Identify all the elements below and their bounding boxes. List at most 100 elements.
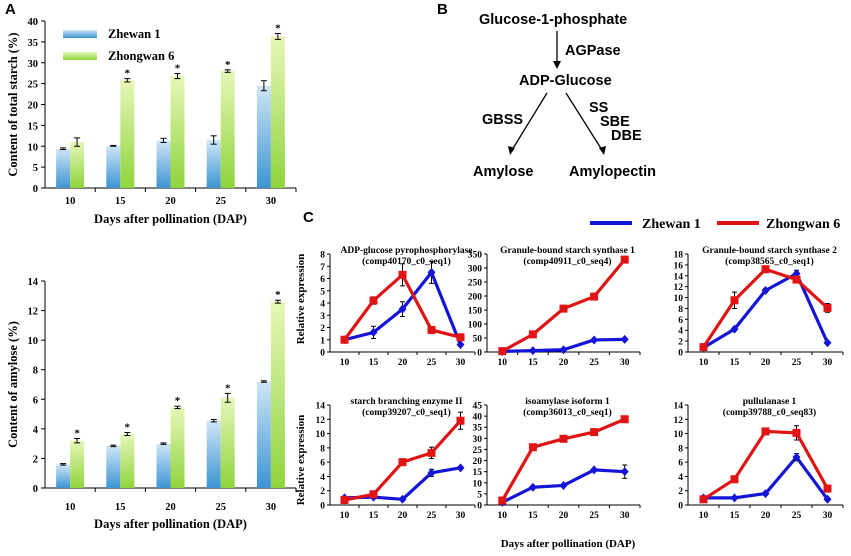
- amylose-y-tick-label: 10: [28, 336, 39, 347]
- amylose-x-tick-label: 15: [115, 502, 126, 513]
- agpase-y-tick-label: 4: [320, 300, 325, 310]
- sbe2-point-zhewan: [398, 494, 407, 504]
- gbss2-point-zhongwan: [823, 303, 832, 312]
- gbss1-title: Granule-bound starch synthase 1: [500, 246, 635, 256]
- isa1-point-zhongwan: [590, 428, 599, 437]
- pul1-y-tick-label: 14: [674, 402, 684, 412]
- legend-a-label-zhongwan: Zhongwan 6: [108, 49, 174, 63]
- agpase-y-tick-label: 8: [320, 251, 325, 261]
- isa1-point-zhewan: [559, 480, 568, 490]
- pul1-title: pullulanase 1: [743, 397, 797, 407]
- starch-xlabel: Days after pollination (DAP): [94, 212, 247, 226]
- gbss1-y-tick-label: 100: [468, 321, 483, 331]
- amylose-bar-zhewan: [156, 443, 171, 488]
- starch-bar-zhongwan: [70, 142, 85, 188]
- starch-x-tick-label: 25: [215, 196, 226, 207]
- amylose-significance-star: *: [275, 289, 281, 301]
- amylose-y-tick-label: 2: [33, 454, 38, 465]
- gbss2-y-tick-label: 10: [674, 294, 684, 304]
- sbe2-point-zhongwan: [340, 496, 349, 504]
- amylose-y-tick-label: 14: [28, 277, 39, 288]
- gbss1-x-tick-label: 30: [620, 358, 630, 368]
- isa1-subtitle: (comp36013_c0_seq1): [523, 407, 612, 418]
- agpase-subtitle: (comp40170_c0_seq1): [362, 256, 451, 267]
- amylose-x-tick-label: 25: [215, 502, 226, 513]
- starch-y-tick-label: 5: [33, 163, 38, 174]
- pathway-sbe: SBE: [600, 114, 630, 130]
- agpase-y-tick-label: 0: [320, 349, 325, 359]
- gbss2-y-tick-label: 2: [678, 338, 683, 348]
- pul1-point-zhongwan: [699, 495, 708, 504]
- amylose-x-tick-label: 30: [266, 502, 277, 513]
- amylose-significance-star: *: [74, 427, 80, 439]
- agpase-x-tick-label: 20: [398, 358, 408, 368]
- agpase-point-zhongwan: [456, 333, 465, 342]
- starch-x-tick-label: 10: [65, 196, 76, 207]
- starch-y-tick-label: 0: [33, 184, 38, 195]
- gbss2-y-tick-label: 6: [678, 316, 683, 326]
- isa1-x-tick-label: 10: [498, 511, 508, 521]
- amylose-y-tick-label: 6: [33, 395, 38, 406]
- gbss1-point-zhewan: [528, 346, 537, 356]
- gbss1-subtitle: (comp40911_c0_seq4): [523, 256, 611, 267]
- amylose-bar-zhewan: [106, 445, 121, 488]
- gbss1-x-tick-label: 25: [589, 358, 599, 368]
- gbss1-point-zhewan: [620, 334, 629, 344]
- starch-significance-star: *: [125, 68, 131, 80]
- agpase-point-zhewan: [427, 267, 436, 277]
- sbe2-y-tick-label: 2: [320, 487, 325, 497]
- starch-significance-star: *: [225, 59, 231, 71]
- amylose-y-tick-label: 4: [33, 425, 39, 436]
- gbss2-y-tick-label: 8: [678, 305, 683, 315]
- pul1-y-tick-label: 2: [678, 487, 683, 497]
- starch-bar-zhongwan: [270, 36, 285, 189]
- sbe2-point-zhongwan: [398, 458, 407, 467]
- starch-bar-zhewan: [156, 140, 171, 188]
- amylose-bar-zhewan: [256, 381, 271, 488]
- gbss2-point-zhongwan: [699, 343, 708, 352]
- isa1-x-tick-label: 15: [528, 511, 538, 521]
- amylose-ylabel: Content of amylose (%): [6, 321, 20, 448]
- pathway-amylopectin: Amylopectin: [569, 164, 656, 180]
- pul1-point-zhongwan: [792, 428, 801, 437]
- amylose-significance-star: *: [225, 382, 231, 394]
- gbss1-y-tick-label: 350: [468, 251, 483, 261]
- pathway-gbss: GBSS: [482, 112, 523, 128]
- sbe2-x-tick-label: 15: [369, 511, 379, 521]
- legend-a-swatch-zhewan: [63, 30, 97, 38]
- pathway-agpase: AGPase: [565, 43, 621, 59]
- gbss1-point-zhewan: [590, 335, 599, 345]
- pul1-point-zhewan: [761, 489, 770, 499]
- sbe2-y-tick-label: 12: [316, 416, 326, 426]
- gbss1-y-tick-label: 150: [468, 307, 483, 317]
- amylose-significance-star: *: [175, 395, 181, 407]
- gbss1-y-tick-label: 50: [473, 335, 483, 345]
- pul1-point-zhewan: [730, 493, 739, 503]
- pul1-point-zhongwan: [730, 475, 739, 484]
- panel-letter-c: C: [303, 209, 314, 226]
- starch-bar-zhewan: [206, 139, 221, 188]
- agpase-y-tick-label: 5: [320, 287, 325, 297]
- gbss2-x-tick-label: 15: [730, 358, 740, 368]
- agpase-x-tick-label: 15: [369, 358, 379, 368]
- isa1-y-tick-label: 15: [473, 468, 483, 478]
- gbss2-subtitle: (comp38565_c0_seq1): [725, 256, 814, 267]
- gbss1-y-tick-label: 200: [468, 293, 483, 303]
- sbe2-point-zhongwan: [427, 448, 436, 457]
- agpase-y-tick-label: 6: [320, 275, 325, 285]
- agpase-point-zhongwan: [340, 335, 349, 344]
- sbe2-title: starch branching enzyme II: [351, 397, 463, 407]
- chart-gbss1: 0 50 100 150 200 250 300 350 10 15 20 25 30 Granule-b…: [468, 246, 641, 368]
- pathway-arrow-amylopectin: [565, 92, 603, 151]
- legend-a-swatch-zhongwan: [63, 52, 97, 60]
- isa1-point-zhongwan: [620, 415, 629, 424]
- sbe2-x-tick-label: 30: [456, 511, 466, 521]
- isa1-point-zhewan: [620, 467, 629, 477]
- starch-significance-star: *: [175, 63, 181, 75]
- chart-sbe2: 0 2 4 6 8 10 12 14 10 15 20 25 30 starch branching en…: [316, 397, 476, 521]
- amylose-y-tick-label: 12: [28, 307, 39, 318]
- starch-y-tick-label: 25: [28, 80, 39, 91]
- sbe2-y-tick-label: 8: [320, 444, 325, 454]
